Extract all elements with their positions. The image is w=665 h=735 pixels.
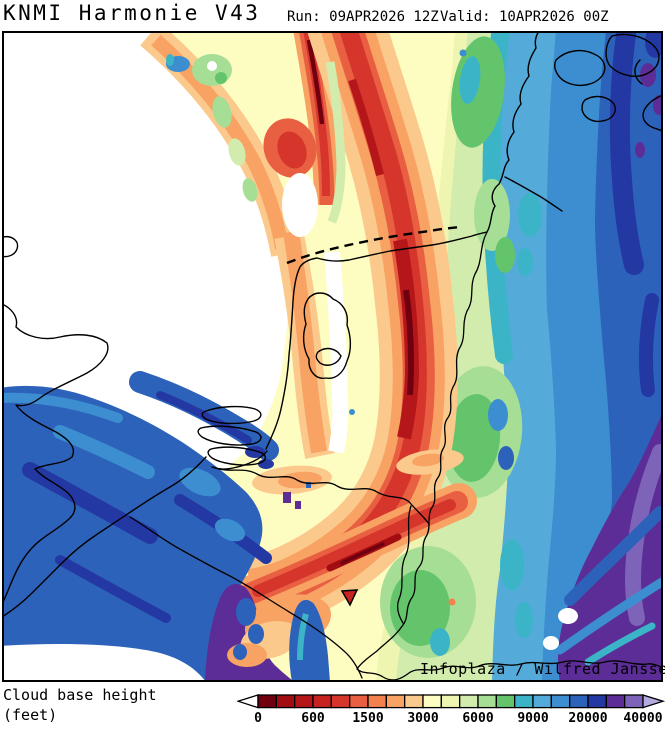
svg-text:0: 0	[254, 711, 262, 726]
attribution-text: Infoplaza / Wilfred Janssen	[420, 660, 665, 678]
cloud-field	[3, 32, 662, 681]
page-title: KNMI Harmonie V43	[3, 1, 261, 25]
run-label: Run: 09APR2026 12Z	[287, 9, 439, 25]
svg-text:20000: 20000	[568, 711, 607, 726]
svg-text:9000: 9000	[517, 711, 548, 726]
svg-text:3000: 3000	[407, 711, 438, 726]
weather-map	[2, 31, 663, 682]
colorbar-legend: 0 600 1500 3000 6000 9000 20000 40000	[237, 694, 665, 726]
legend-units: (feet)	[3, 706, 58, 724]
colorbar-tick-labels: 0 600 1500 3000 6000 9000 20000 40000	[254, 711, 663, 726]
svg-text:600: 600	[301, 711, 325, 726]
colorbar-cells	[237, 694, 665, 709]
svg-text:6000: 6000	[462, 711, 493, 726]
legend-title: Cloud base height	[3, 686, 157, 704]
map-frame	[2, 31, 663, 682]
svg-text:40000: 40000	[623, 711, 662, 726]
country-borders	[129, 231, 662, 681]
location-triangle-marker	[340, 589, 359, 607]
svg-text:1500: 1500	[352, 711, 383, 726]
valid-label: Valid: 10APR2026 00Z	[440, 9, 609, 25]
coastlines	[3, 32, 662, 618]
wadden-islands-dashed-line	[286, 225, 461, 265]
